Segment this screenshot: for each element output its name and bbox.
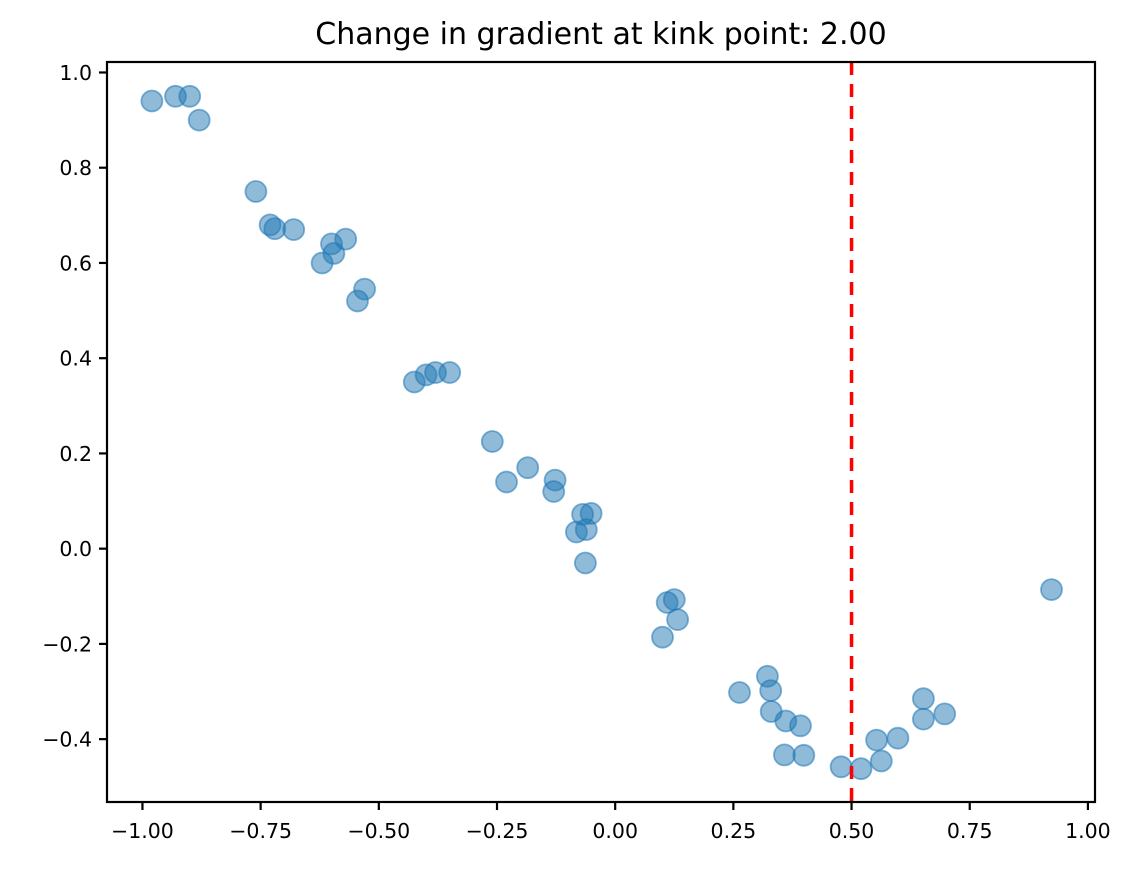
- data-point: [187, 108, 211, 132]
- y-tick-label: 0.4: [59, 347, 92, 371]
- data-point: [346, 289, 369, 313]
- data-point: [728, 681, 751, 704]
- x-tick-label: −1.00: [111, 819, 174, 843]
- data-point: [282, 218, 306, 242]
- y-tick-label: −0.4: [42, 728, 92, 752]
- y-tick-label: 1.0: [59, 61, 92, 85]
- data-point: [792, 743, 816, 767]
- data-point: [263, 217, 287, 241]
- plot-title: Change in gradient at kink point: 2.00: [315, 17, 886, 52]
- data-point: [912, 687, 935, 711]
- data-point: [773, 743, 796, 767]
- data-points: [140, 84, 1063, 781]
- data-point: [438, 361, 462, 384]
- x-tick-label: 1.00: [1065, 819, 1111, 843]
- data-point: [495, 470, 518, 494]
- y-tick-label: −0.2: [42, 632, 92, 656]
- y-tick-label: 0.0: [59, 537, 92, 561]
- data-point: [1040, 578, 1063, 601]
- data-point: [886, 726, 910, 750]
- data-point: [759, 679, 783, 702]
- data-point: [140, 89, 164, 113]
- y-tick-label: 0.2: [59, 442, 92, 466]
- data-point: [516, 456, 540, 480]
- data-point: [662, 588, 686, 611]
- data-point: [542, 480, 566, 503]
- x-tick-label: 0.00: [592, 819, 638, 843]
- x-tick-label: −0.50: [347, 819, 410, 843]
- x-tick-label: −0.75: [229, 819, 292, 843]
- y-axis: −0.4 −0.2 0.0 0.2 0.4 0.6 0.8 1.0: [42, 61, 107, 752]
- data-point: [865, 728, 888, 752]
- x-tick-label: 0.25: [711, 819, 757, 843]
- data-point: [574, 551, 597, 575]
- x-tick-label: −0.25: [466, 819, 529, 843]
- data-point: [912, 707, 935, 731]
- x-tick-label: 0.75: [947, 819, 993, 843]
- data-point: [244, 180, 268, 203]
- data-point: [789, 714, 812, 738]
- plot-area: [107, 62, 1095, 802]
- data-point: [574, 518, 598, 541]
- data-point: [666, 608, 689, 631]
- data-point: [178, 84, 202, 108]
- data-point: [849, 757, 873, 781]
- data-point: [651, 625, 674, 649]
- data-point: [829, 755, 853, 779]
- data-point: [480, 430, 504, 453]
- data-point: [869, 749, 893, 773]
- data-point: [933, 702, 957, 726]
- x-axis: −1.00 −0.75 −0.50 −0.25 0.00 0.25 0.50 0.75 1.00: [111, 802, 1111, 843]
- y-tick-label: 0.6: [59, 251, 92, 275]
- x-tick-label: 0.50: [829, 819, 875, 843]
- data-point: [334, 227, 358, 251]
- y-tick-label: 0.8: [59, 156, 92, 180]
- axes-spines: [105, 60, 1097, 804]
